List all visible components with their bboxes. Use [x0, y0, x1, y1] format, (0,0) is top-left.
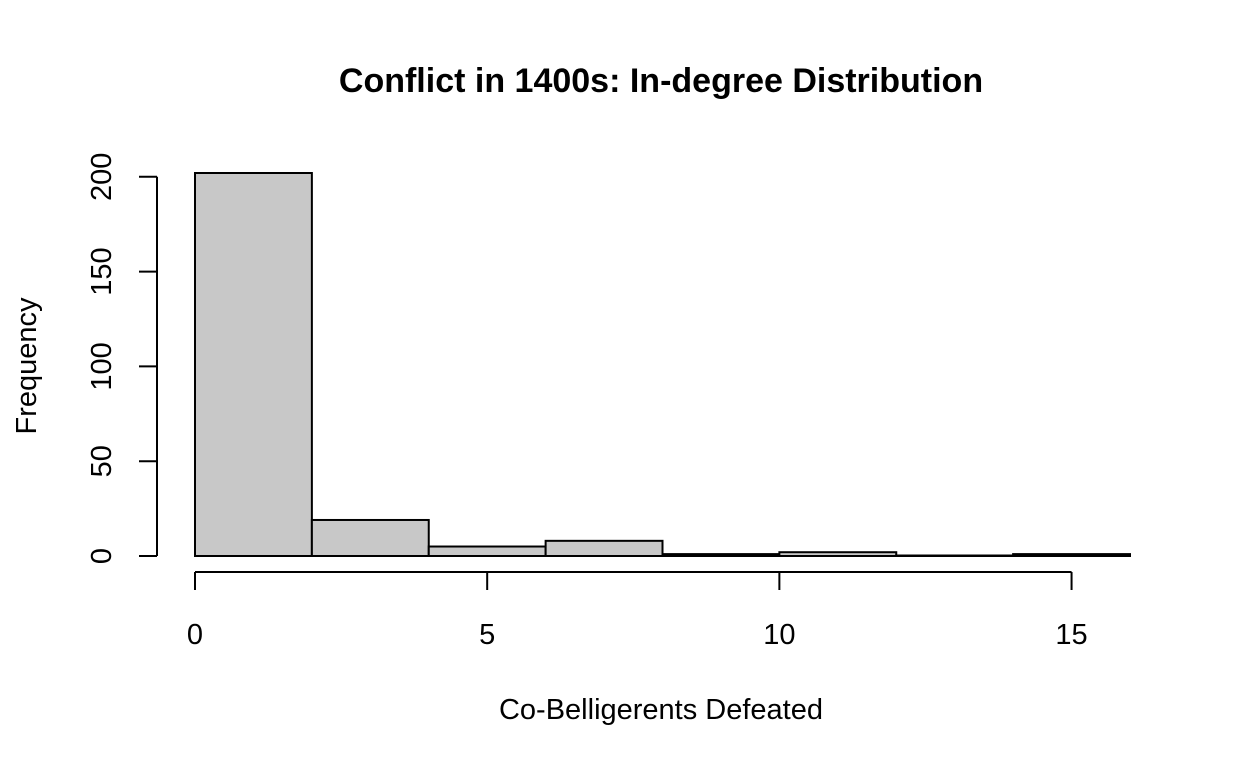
y-axis-label: Frequency — [11, 297, 43, 435]
chart-title: Conflict in 1400s: In-degree Distributio… — [339, 62, 983, 100]
y-tick-label-1: 50 — [86, 445, 118, 477]
y-tick-label-0: 0 — [86, 548, 118, 564]
x-tick-label-0: 0 — [187, 619, 203, 651]
y-axis: 0 50 100 150 200 — [86, 153, 158, 564]
y-tick-label-4: 200 — [86, 153, 118, 201]
x-tick-label-2: 10 — [763, 619, 795, 651]
histogram-bar-2 — [427, 545, 547, 557]
y-tick-label-2: 100 — [86, 342, 118, 390]
histogram-bar-7 — [1012, 553, 1131, 557]
histogram-bar-3 — [544, 539, 664, 557]
bars-group — [194, 172, 1131, 558]
histogram-bar-4 — [661, 553, 781, 557]
x-tick-label-1: 5 — [479, 619, 495, 651]
histogram-bar-5 — [778, 551, 898, 558]
x-tick-label-3: 15 — [1055, 619, 1087, 651]
histogram-bar-0 — [194, 172, 313, 557]
histogram-bar-6 — [895, 554, 1015, 557]
histogram-bar-1 — [310, 518, 430, 557]
y-tick-label-3: 150 — [86, 247, 118, 295]
x-axis-label: Co-Belligerents Defeated — [499, 694, 823, 726]
x-axis: 0 5 10 15 — [187, 571, 1088, 651]
